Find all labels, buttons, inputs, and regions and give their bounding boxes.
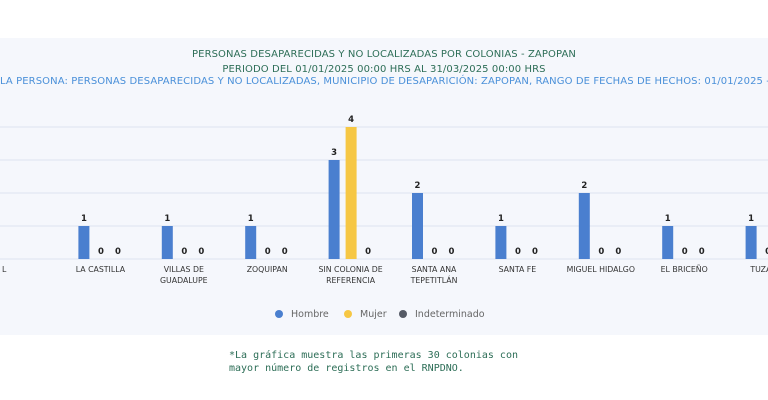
legend: Hombre Mujer Indeterminado xyxy=(0,309,768,323)
data-label: 1 xyxy=(498,214,504,224)
category-label: ZOQUIPAN xyxy=(247,265,288,274)
chart-title: PERSONAS DESAPARECIDAS Y NO LOCALIZADAS … xyxy=(192,49,576,60)
bar xyxy=(578,193,590,259)
category-label: LA CASTILLA xyxy=(76,265,126,274)
data-label: 1 xyxy=(748,214,754,224)
data-label: 3 xyxy=(331,148,337,158)
data-label: 1 xyxy=(248,214,254,224)
data-label: 0 xyxy=(515,247,521,257)
legend-item-indeterminado[interactable]: Indeterminado xyxy=(399,309,485,320)
data-label: 1 xyxy=(81,214,87,224)
legend-indeterminado-dot xyxy=(399,310,407,318)
data-label: 2 xyxy=(415,181,421,191)
data-label: 0 xyxy=(682,247,688,257)
chart-filters: LA PERSONA: PERSONAS DESAPARECIDAS Y NO … xyxy=(0,76,768,87)
bar xyxy=(662,226,674,259)
data-label: 0 xyxy=(615,247,621,257)
legend-hombre-label: Hombre xyxy=(291,309,329,320)
legend-item-hombre[interactable]: Hombre xyxy=(275,309,329,320)
category-label: SANTA ANA xyxy=(412,265,457,274)
legend-indeterminado-label: Indeterminado xyxy=(415,309,485,320)
category-label: GUADALUPE xyxy=(160,276,208,285)
data-label: 0 xyxy=(532,247,538,257)
data-label: 2 xyxy=(581,181,587,191)
data-label: 0 xyxy=(765,247,768,257)
legend-mujer-label: Mujer xyxy=(360,309,387,320)
bar-chart: L 1 0 0 LA CASTILLA 1 0 0 VILLAS DE GUADALUPE 1 0 0 Z… xyxy=(0,115,768,285)
category-label: TEPETITLÁN xyxy=(410,276,458,285)
footnote-line-2: mayor número de registros en el RNPDNO. xyxy=(229,362,464,374)
data-label: 0 xyxy=(449,247,455,257)
data-label: 0 xyxy=(181,247,187,257)
bar xyxy=(345,127,357,259)
bar xyxy=(245,226,257,259)
bar xyxy=(495,226,507,259)
data-label: 0 xyxy=(98,247,104,257)
data-label: 4 xyxy=(348,115,354,125)
legend-item-mujer[interactable]: Mujer xyxy=(344,309,387,320)
category-label: L xyxy=(2,265,7,274)
footnote-line-1: *La gráfica muestra las primeras 30 colo… xyxy=(229,350,518,361)
data-label: 0 xyxy=(699,247,705,257)
data-label: 0 xyxy=(598,247,604,257)
data-label: 0 xyxy=(282,247,288,257)
data-label: 0 xyxy=(365,247,371,257)
category-label: SANTA FE xyxy=(499,265,537,274)
bar xyxy=(78,226,90,259)
chart-period: PERIODO DEL 01/01/2025 00:00 HRS AL 31/0… xyxy=(222,64,546,75)
category-label: MIGUEL HIDALGO xyxy=(567,265,635,274)
category-label: SIN COLONIA DE xyxy=(318,265,382,274)
bar xyxy=(412,193,423,259)
bar xyxy=(328,160,340,259)
data-label: 0 xyxy=(265,247,271,257)
data-label: 0 xyxy=(198,247,204,257)
category-label: REFERENCIA xyxy=(326,276,376,285)
chart-panel xyxy=(0,38,768,335)
legend-mujer-dot xyxy=(344,310,352,318)
category-label: TUZANIA xyxy=(749,265,768,274)
legend-hombre-dot xyxy=(275,310,283,318)
bar xyxy=(161,226,173,259)
data-label: 0 xyxy=(115,247,121,257)
bar xyxy=(745,226,757,259)
category-label: EL BRICEÑO xyxy=(661,265,708,274)
category-label: VILLAS DE xyxy=(164,265,204,274)
data-label: 1 xyxy=(665,214,671,224)
footnote: *La gráfica muestra las primeras 30 colo… xyxy=(229,350,529,375)
data-label: 1 xyxy=(164,214,170,224)
data-label: 0 xyxy=(432,247,438,257)
